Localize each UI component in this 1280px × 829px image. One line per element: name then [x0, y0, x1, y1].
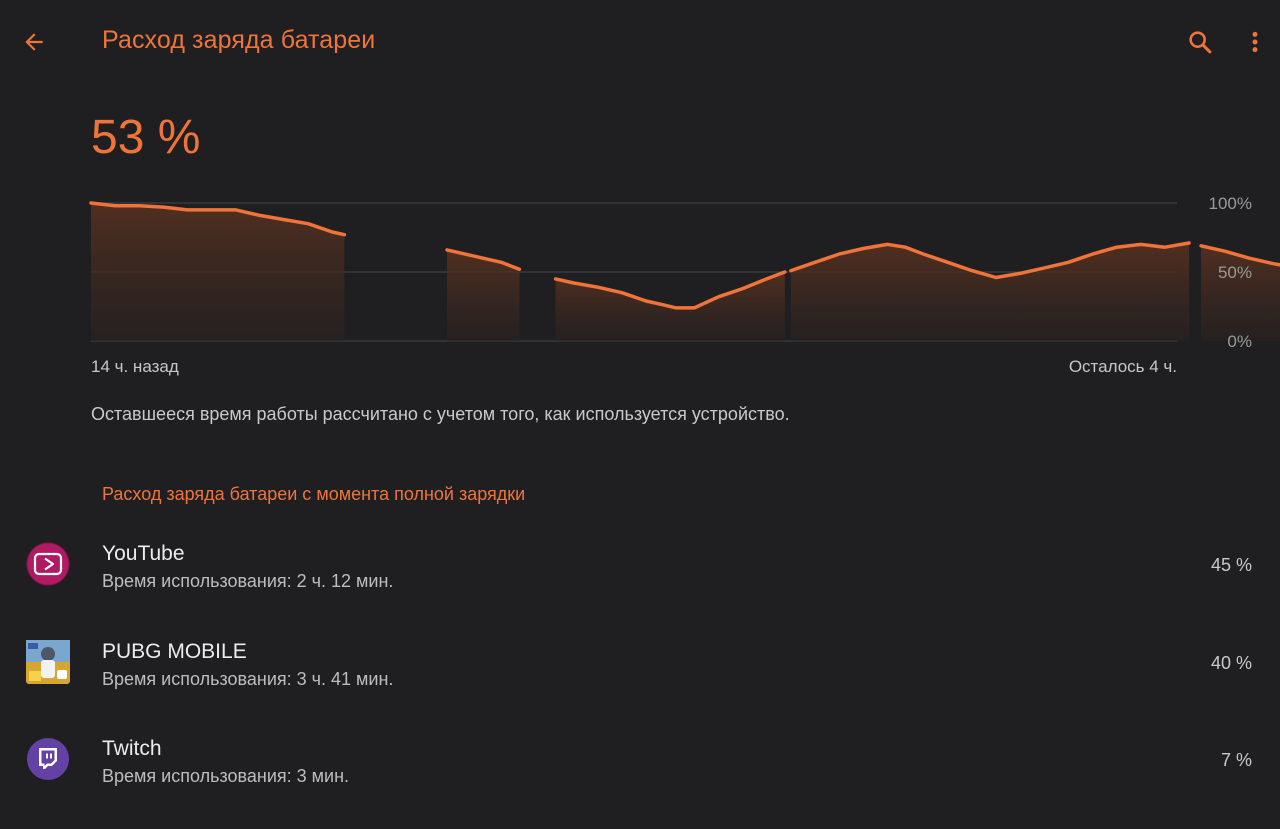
app-name: PUBG MOBILE [102, 640, 247, 663]
battery-usage-chart: 100% 50% 0% [0, 190, 1280, 355]
app-percent: 40 % [1210, 653, 1252, 673]
app-row-twitch[interactable]: Twitch Время использования: 3 мин. 7 % [0, 737, 1280, 829]
y-tick-label-0: 0% [1227, 332, 1252, 351]
battery-chart-svg [89, 201, 1280, 342]
section-header: Расход заряда батареи с момента полной з… [102, 484, 526, 504]
battery-line-segment-1 [89, 201, 347, 237]
battery-line-segment-5 [1199, 244, 1280, 267]
app-row-pubg[interactable]: PUBG MOBILE Время использования: 3 ч. 41… [0, 640, 1280, 732]
twitch-icon [26, 737, 70, 781]
app-name: YouTube [102, 542, 185, 565]
top-app-bar: Расход заряда батареи [0, 0, 1280, 82]
app-usage: Время использования: 2 ч. 12 мин. [102, 571, 394, 591]
x-axis-start-label: 14 ч. назад [91, 357, 179, 376]
app-name: Twitch [102, 737, 162, 760]
battery-level: 53 % [91, 111, 201, 164]
y-tick-label-50: 50% [1217, 263, 1252, 282]
battery-line-segment-3 [553, 270, 787, 310]
battery-line-segment-2 [445, 248, 522, 271]
search-button[interactable] [1182, 24, 1218, 60]
more-options-button[interactable] [1240, 24, 1270, 60]
battery-area-segment-2 [447, 249, 520, 341]
app-usage: Время использования: 3 ч. 41 мин. [102, 669, 394, 689]
app-row-youtube[interactable]: YouTube Время использования: 2 ч. 12 мин… [0, 542, 1280, 634]
back-button[interactable] [16, 24, 52, 60]
app-percent: 7 % [1220, 750, 1252, 770]
app-percent: 45 % [1210, 555, 1252, 575]
battery-area-segment-5 [1201, 245, 1280, 341]
x-axis-end-label: Осталось 4 ч. [1068, 357, 1177, 376]
y-tick-label-100: 100% [1208, 194, 1252, 213]
page-title: Расход заряда батареи [102, 26, 376, 54]
estimate-note: Оставшееся время работы рассчитано с уче… [91, 404, 790, 424]
app-usage: Время использования: 3 мин. [102, 766, 350, 786]
arrow-left-icon [25, 33, 43, 51]
more-vert-icon [1252, 31, 1258, 53]
youtube-icon [26, 542, 70, 586]
battery-area-segment-4 [790, 243, 1190, 341]
search-icon [1189, 31, 1212, 54]
pubg-icon [26, 640, 70, 684]
battery-line-segment-4 [789, 241, 1191, 280]
battery-area-segment-1 [91, 203, 345, 341]
